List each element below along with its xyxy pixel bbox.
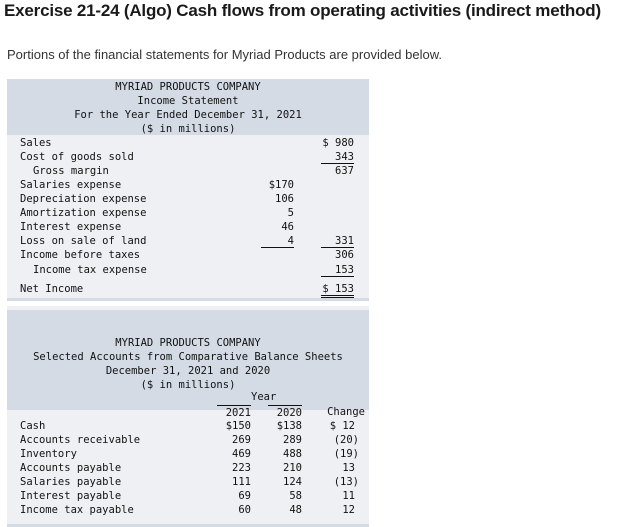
income-row-amortization: Amortization expense 5 — [20, 207, 294, 219]
exercise-title: Exercise 21-24 (Algo) Cash flows from op… — [4, 1, 601, 20]
balance-row-salaries-payable: Salaries payable 111 124 (13) — [20, 476, 359, 488]
income-row-income-tax: Income tax expense 153 — [33, 264, 354, 277]
column-2020: 2020 — [268, 405, 302, 420]
income-row-sales: Sales $ 980 — [20, 137, 354, 149]
balance-year-header-row: Year — [7, 390, 369, 404]
income-row-gross-margin: Gross margin 637 — [33, 165, 354, 177]
income-statement-panel: MYRIAD PRODUCTS COMPANY Income Statement… — [7, 79, 369, 301]
income-row-interest: Interest expense 46 — [20, 221, 294, 233]
balance-column-header-row: 2021 2020 Change — [7, 405, 369, 419]
income-row-salaries: Salaries expense $170 — [20, 179, 294, 191]
income-statement-header: MYRIAD PRODUCTS COMPANY Income Statement… — [7, 79, 369, 135]
income-row-income-before-taxes: Income before taxes 306 — [20, 249, 354, 261]
income-panel-bottom-bar — [7, 298, 369, 301]
income-row-cogs: Cost of goods sold 343 — [20, 151, 354, 164]
income-row-depreciation: Depreciation expense 106 — [20, 193, 294, 205]
column-change: Change — [327, 406, 365, 418]
balance-sheet-period: December 31, 2021 and 2020 — [105, 365, 271, 377]
balance-row-accounts-payable: Accounts payable 223 210 13 — [20, 462, 355, 474]
balance-sheet-panel: MYRIAD PRODUCTS COMPANY Selected Account… — [7, 306, 369, 527]
balance-row-interest-payable: Interest payable 69 58 11 — [20, 490, 355, 502]
column-2021: 2021 — [217, 405, 251, 420]
income-row-loss-on-land: Loss on sale of land 4 331 — [20, 235, 354, 248]
balance-panel-bottom-bar — [7, 524, 369, 527]
balance-sheet-header: MYRIAD PRODUCTS COMPANY Selected Account… — [7, 310, 369, 410]
income-statement-period: For the Year Ended December 31, 2021 — [74, 109, 302, 121]
balance-sheet-name: Selected Accounts from Comparative Balan… — [33, 351, 343, 363]
income-company-name: MYRIAD PRODUCTS COMPANY — [115, 81, 261, 93]
balance-sheet-units: ($ in millions) — [140, 379, 236, 391]
income-statement-name: Income Statement — [137, 95, 239, 107]
balance-company-name: MYRIAD PRODUCTS COMPANY — [115, 337, 261, 349]
intro-text: Portions of the financial statements for… — [7, 47, 442, 62]
income-row-net-income: Net Income $ 153 — [7, 282, 369, 298]
balance-row-accounts-receivable: Accounts receivable 269 289 (20) — [20, 434, 359, 446]
balance-row-income-tax-payable: Income tax payable 60 48 12 — [20, 504, 355, 516]
income-statement-units: ($ in millions) — [140, 123, 236, 135]
year-header: Year — [251, 391, 277, 403]
balance-row-inventory: Inventory 469 488 (19) — [20, 448, 359, 460]
balance-row-cash: Cash $150 $138 $ 12 — [20, 420, 355, 432]
